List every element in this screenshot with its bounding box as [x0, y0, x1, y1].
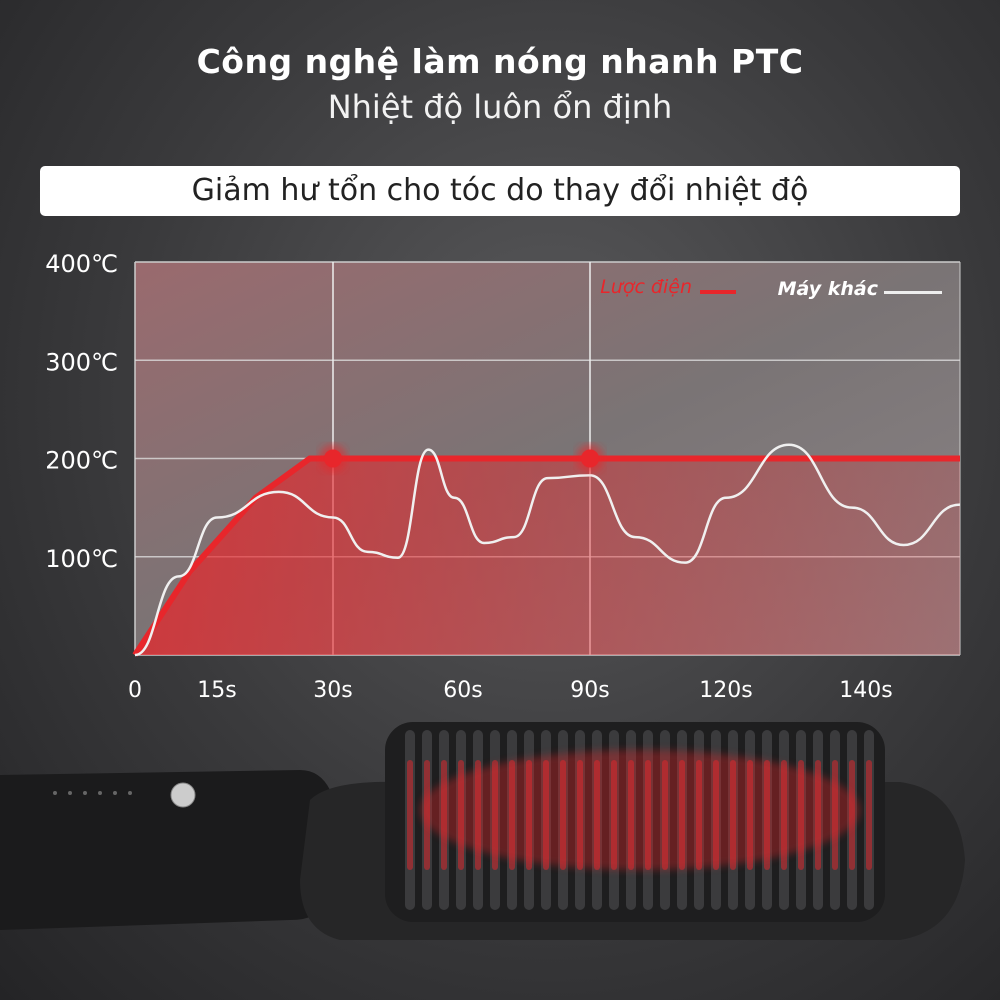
y-tick-label: 300℃ — [45, 348, 118, 376]
series-line-luoc-dien — [132, 455, 960, 657]
x-tick-label: 15s — [197, 678, 236, 703]
series-line-may-khac — [134, 443, 961, 657]
legend-label-luoc-dien: Lược điện — [600, 276, 692, 298]
data-point-marker — [324, 449, 342, 468]
series-area-luoc-dien — [135, 458, 960, 655]
legend-label-may-khac: Máy khác — [778, 278, 879, 300]
vent-dots — [53, 791, 132, 795]
headline: Công nghệ làm nóng nhanh PTC — [196, 42, 804, 81]
legend-swatch-may-khac — [884, 291, 942, 294]
x-tick-label: 140s — [839, 678, 892, 703]
data-point-marker — [581, 449, 599, 468]
legend: Lược điện Máy khác — [600, 276, 942, 300]
x-tick-label: 120s — [699, 678, 752, 703]
y-tick-label: 100℃ — [45, 545, 118, 573]
x-tick-label: 30s — [313, 678, 352, 703]
hair-straightener-brush-illustration — [0, 722, 965, 940]
subheadline: Nhiệt độ luôn ổn định — [327, 88, 673, 126]
banner: Giảm hư tổn cho tóc do thay đổi nhiệt độ — [40, 166, 960, 216]
x-tick-label: 90s — [570, 678, 609, 703]
temperature-chart: 100℃ 200℃ 300℃ 400℃ 0 15s 30s 60s 90s 120s 140s Lư… — [45, 250, 961, 703]
x-tick-label: 60s — [443, 678, 482, 703]
y-tick-label: 200℃ — [45, 447, 118, 475]
x-tick-label: 0 — [128, 678, 142, 703]
legend-swatch-luoc-dien — [700, 290, 736, 294]
bristle-glow — [407, 760, 413, 870]
power-button-icon — [170, 782, 196, 808]
y-tick-label: 400℃ — [45, 250, 118, 278]
bristle-glow — [866, 760, 872, 870]
